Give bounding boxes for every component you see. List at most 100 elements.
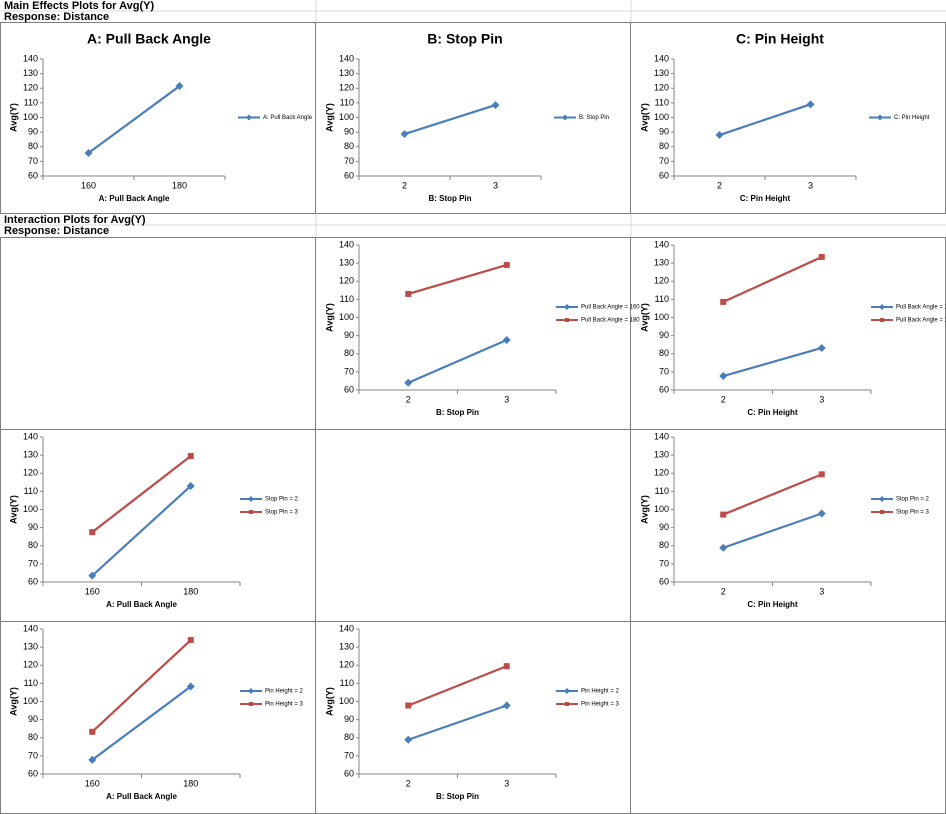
marker [187,453,194,460]
chart: 60 70 80 90 100 110 120 130 140 2 3 B: Stop Pin Avg(… [324,239,640,417]
y-tick-label: 130 [654,450,669,460]
legend-label: Pin Height = 2 [265,689,304,695]
cell [315,237,631,430]
cell [0,429,316,622]
y-tick-label: 120 [654,276,669,286]
legend-label: Pin Height = 3 [265,702,304,708]
y-tick-label: 60 [28,170,38,180]
marker [502,335,511,344]
y-tick-label: 130 [23,68,38,78]
series-line [91,485,192,577]
y-tick-label: 90 [28,714,38,724]
y-tick-label: 120 [654,83,669,93]
cell [0,621,316,814]
y-tick-label: 110 [655,486,669,496]
y-axis-label: Avg(Y) [324,303,334,332]
marker [84,149,93,158]
series-line [719,103,811,137]
marker [503,261,510,268]
y-tick-label: 120 [23,468,38,478]
y-tick-label: 90 [344,127,354,137]
y-tick-label: 120 [339,660,354,670]
y-tick-label: 80 [659,540,669,550]
marker [187,637,194,644]
y-tick-label: 70 [344,156,354,166]
x-tick-label: 3 [808,180,813,190]
cell [630,621,946,814]
y-tick-label: 130 [654,258,669,268]
section-title: Main Effects Plots for Avg(Y) [4,0,154,12]
marker [715,131,724,140]
y-tick-label: 60 [659,384,669,394]
x-axis-label: A: Pull Back Angle [106,792,177,801]
cell [315,429,631,622]
y-axis-label: Avg(Y) [639,103,649,132]
marker [491,101,500,110]
legend-label: B: Stop Pin [579,115,609,121]
y-tick-label: 140 [339,623,354,633]
y-tick-label: 130 [23,642,38,652]
marker [186,682,195,691]
chart: B: Stop Pin 60 70 80 90 100 110 120 130 140 2 3 B: S… [324,31,609,203]
series-line [404,104,496,136]
y-tick-label: 60 [344,170,354,180]
y-axis-label: Avg(Y) [8,495,18,524]
x-axis-label: A: Pull Back Angle [106,600,177,609]
x-tick-label: 3 [819,586,824,596]
marker [817,509,826,518]
chart-title: A: Pull Back Angle [87,31,211,47]
y-tick-label: 70 [28,558,38,568]
y-tick-label: 90 [28,522,38,532]
y-tick-label: 60 [659,576,669,586]
marker [404,735,413,744]
x-tick-label: 3 [504,778,509,788]
y-tick-label: 70 [28,750,38,760]
chart-title: B: Stop Pin [427,31,502,47]
x-tick-label: 2 [402,180,407,190]
y-tick-label: 90 [28,127,38,137]
legend-marker [562,114,568,121]
x-tick-label: 2 [406,394,411,404]
chart: 60 70 80 90 100 110 120 130 140 2 3 C: Pin Height Av… [639,239,946,417]
legend-marker [565,702,569,706]
y-tick-label: 140 [654,431,669,441]
legend-label: A: Pull Back Angle [263,115,313,121]
y-tick-label: 70 [344,750,354,760]
y-tick-label: 110 [655,97,669,107]
y-tick-label: 120 [654,468,669,478]
marker [404,378,413,387]
series-line [87,85,181,154]
y-tick-label: 70 [344,366,354,376]
y-tick-label: 110 [340,678,354,688]
marker [175,82,184,91]
y-tick-label: 110 [340,97,354,107]
legend-label: Pull Back Angle = 160 [896,305,946,311]
y-tick-label: 130 [339,642,354,652]
y-tick-label: 90 [344,714,354,724]
x-tick-label: 3 [504,394,509,404]
x-axis-label: C: Pin Height [740,194,791,203]
legend-marker [879,304,885,310]
marker [719,372,728,381]
legend-marker [564,304,570,310]
y-tick-label: 60 [28,768,38,778]
y-tick-label: 140 [339,239,354,249]
y-tick-label: 100 [23,696,38,706]
y-tick-label: 130 [23,450,38,460]
y-tick-label: 100 [339,696,354,706]
series-line [91,455,192,534]
y-tick-label: 110 [24,486,38,496]
legend-marker [249,702,253,706]
y-axis-label: Avg(Y) [639,303,649,332]
y-tick-label: 120 [23,83,38,93]
x-tick-label: 2 [721,394,726,404]
y-tick-label: 80 [28,141,38,151]
series-line [91,639,192,733]
legend-marker [879,496,885,502]
legend-label: Stop Pin = 3 [265,510,299,516]
legend-marker [248,496,254,502]
legend-marker [880,510,884,514]
marker [89,728,96,735]
series-line [407,263,508,295]
